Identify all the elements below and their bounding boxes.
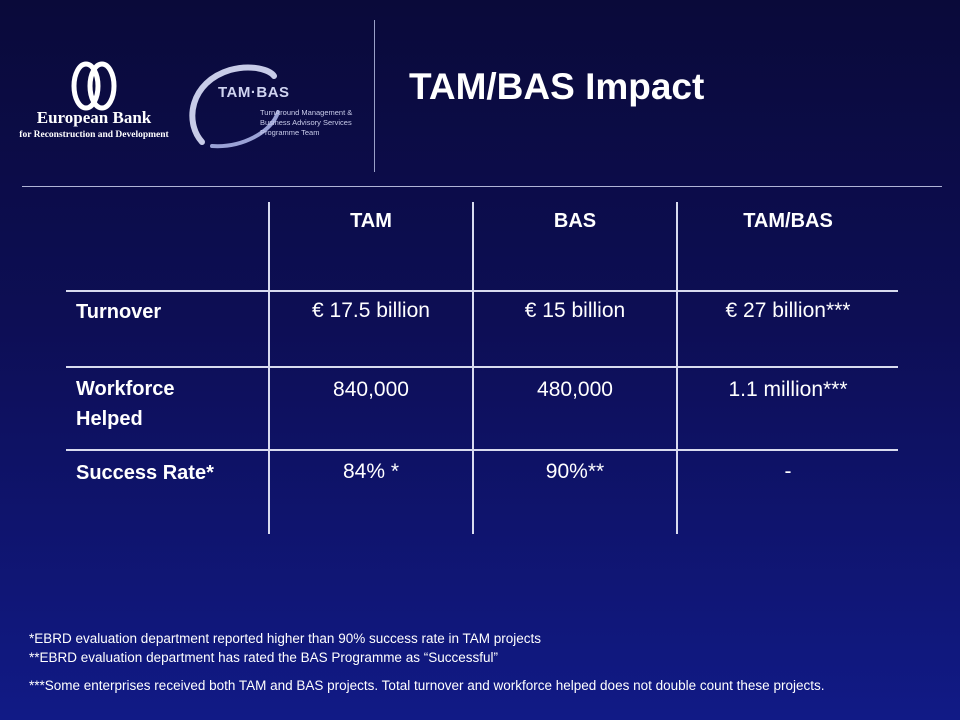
table-gridline	[66, 449, 898, 451]
table-cell: € 15 billion	[524, 299, 626, 322]
row-label-line: Workforce	[76, 378, 175, 400]
row-label-turnover: Turnover	[76, 301, 162, 323]
table-cell: € 17.5 billion	[312, 299, 430, 322]
header-divider-vertical	[374, 20, 375, 172]
tambas-subtitle-line: TurnAround Management &	[260, 108, 353, 117]
ebrd-logo: European Bank for Reconstruction and Dev…	[8, 58, 180, 148]
ebrd-subtitle: for Reconstruction and Development	[19, 130, 169, 140]
tambas-swoosh-icon	[189, 64, 280, 149]
table-gridline	[268, 202, 270, 534]
slide-title: TAM/BAS Impact	[409, 66, 705, 107]
table-gridline	[66, 290, 898, 292]
column-header-tam: TAM	[350, 210, 392, 232]
row-label-line: Helped	[76, 408, 143, 430]
tambas-subtitle-line: Programme Team	[260, 128, 320, 137]
tambas-subtitle: TurnAround Management & Business Advisor…	[260, 108, 352, 138]
tambas-subtitle-line: Business Advisory Services	[260, 118, 352, 127]
ebrd-emblem-icon	[71, 61, 117, 111]
table-cell: 84% *	[342, 460, 400, 483]
table-gridline	[676, 202, 678, 534]
row-label-workforce-helped: Workforce Helped	[76, 374, 175, 434]
footnote-3: ***Some enterprises received both TAM an…	[29, 678, 825, 693]
table-gridline	[66, 366, 898, 368]
row-label-success-rate: Success Rate*	[76, 462, 214, 484]
column-header-bas: BAS	[553, 210, 597, 232]
table-gridline	[472, 202, 474, 534]
tambas-wordmark: TAM·BAS	[218, 84, 290, 101]
footnote-2: **EBRD evaluation department has rated t…	[29, 650, 498, 665]
header-divider-horizontal	[22, 186, 942, 187]
table-cell: -	[784, 460, 792, 483]
table-cell: € 27 billion***	[725, 299, 851, 322]
impact-table: TAM BAS TAM/BAS Turnover € 17.5 billion …	[66, 202, 898, 534]
footnote-1: *EBRD evaluation department reported hig…	[29, 631, 542, 646]
table-cell: 90%**	[545, 460, 605, 483]
table-cell: 840,000	[333, 378, 409, 401]
ebrd-name: European Bank	[36, 108, 152, 127]
table-cell: 1.1 million***	[728, 378, 848, 401]
column-header-tambas: TAM/BAS	[743, 210, 833, 232]
tambas-logo: TAM·BAS TurnAround Management & Business…	[182, 62, 372, 152]
table-cell: 480,000	[537, 378, 613, 401]
